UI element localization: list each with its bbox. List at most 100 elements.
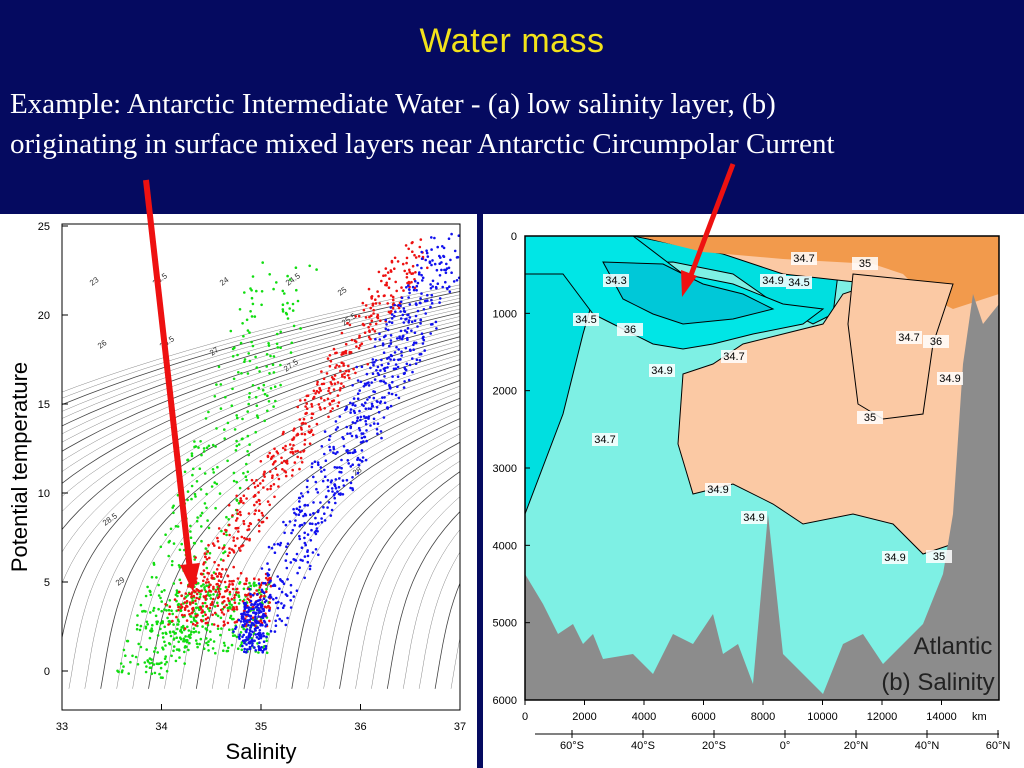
data-point — [180, 631, 184, 634]
data-point — [201, 602, 205, 605]
data-point — [243, 641, 246, 645]
data-point — [187, 629, 191, 632]
data-point — [297, 513, 301, 516]
data-point — [389, 358, 392, 361]
data-point — [258, 586, 262, 589]
data-point — [364, 458, 368, 462]
data-point — [190, 630, 193, 633]
data-point — [308, 442, 312, 445]
data-point — [211, 647, 215, 650]
data-point — [430, 302, 434, 305]
data-point — [174, 659, 178, 663]
data-point — [328, 402, 332, 405]
data-point — [260, 594, 263, 598]
data-point — [463, 243, 466, 246]
data-point — [426, 255, 430, 258]
data-point — [209, 630, 212, 633]
data-point — [237, 371, 240, 374]
slide-title: Water mass — [419, 22, 605, 60]
data-point — [376, 316, 380, 320]
data-point — [263, 647, 267, 651]
data-point — [237, 501, 241, 505]
data-point — [372, 417, 376, 421]
data-point — [188, 601, 192, 604]
data-point — [234, 449, 238, 452]
data-point — [263, 605, 267, 609]
data-point — [345, 405, 349, 409]
data-point — [308, 264, 312, 268]
data-point — [376, 372, 380, 375]
data-point — [224, 395, 227, 399]
data-point — [353, 448, 357, 452]
data-point — [155, 576, 158, 579]
data-point — [185, 549, 189, 553]
data-point — [263, 594, 266, 598]
y-tick-label: 15 — [38, 399, 50, 411]
data-point — [311, 433, 315, 437]
data-point — [364, 304, 368, 307]
data-point — [348, 376, 351, 380]
data-point — [457, 276, 460, 280]
data-point — [316, 530, 319, 533]
data-point — [334, 366, 337, 369]
data-point — [395, 337, 399, 340]
data-point — [276, 614, 279, 617]
data-point — [294, 513, 298, 516]
data-point — [364, 316, 368, 319]
data-point — [399, 300, 403, 304]
data-point — [318, 406, 322, 409]
data-point — [237, 602, 241, 605]
data-point — [150, 575, 154, 579]
data-point — [222, 649, 225, 652]
data-point — [189, 633, 193, 636]
data-point — [199, 593, 202, 596]
data-point — [163, 608, 166, 611]
data-point — [262, 597, 266, 601]
data-point — [346, 459, 350, 462]
y-axis-label: Potential temperature — [7, 362, 32, 572]
data-point — [419, 301, 422, 305]
data-point — [189, 582, 193, 585]
data-point — [397, 358, 400, 362]
data-point — [192, 467, 195, 471]
data-point — [203, 601, 207, 605]
data-point — [273, 630, 277, 633]
data-point — [168, 612, 171, 616]
data-point — [183, 650, 186, 654]
data-point — [276, 575, 280, 578]
data-point — [210, 485, 214, 488]
data-point — [189, 636, 192, 640]
data-point — [227, 599, 231, 602]
data-point — [247, 453, 250, 457]
data-point — [291, 309, 295, 312]
contour-label-bg — [926, 550, 952, 563]
data-point — [400, 296, 404, 300]
data-point — [238, 546, 241, 550]
data-point — [316, 461, 320, 464]
data-point — [281, 446, 285, 450]
data-point — [332, 377, 336, 381]
data-point — [375, 406, 379, 409]
latitude-tick-label: 60°N — [986, 740, 1011, 752]
data-point — [326, 479, 330, 482]
data-point — [242, 613, 245, 616]
data-point — [369, 366, 372, 370]
data-point — [269, 354, 272, 358]
data-point — [223, 544, 226, 547]
data-point — [161, 636, 165, 639]
data-point — [396, 365, 400, 369]
data-point — [346, 451, 350, 455]
data-point — [394, 393, 398, 397]
data-point — [352, 367, 355, 371]
data-point — [245, 648, 249, 651]
data-point — [298, 418, 302, 421]
data-point — [329, 480, 333, 484]
data-point — [169, 634, 173, 638]
data-point — [355, 419, 359, 423]
data-point — [228, 579, 231, 583]
data-point — [274, 467, 278, 470]
data-point — [232, 536, 235, 539]
data-point — [255, 414, 259, 417]
data-point — [290, 474, 294, 477]
data-point — [347, 364, 350, 368]
